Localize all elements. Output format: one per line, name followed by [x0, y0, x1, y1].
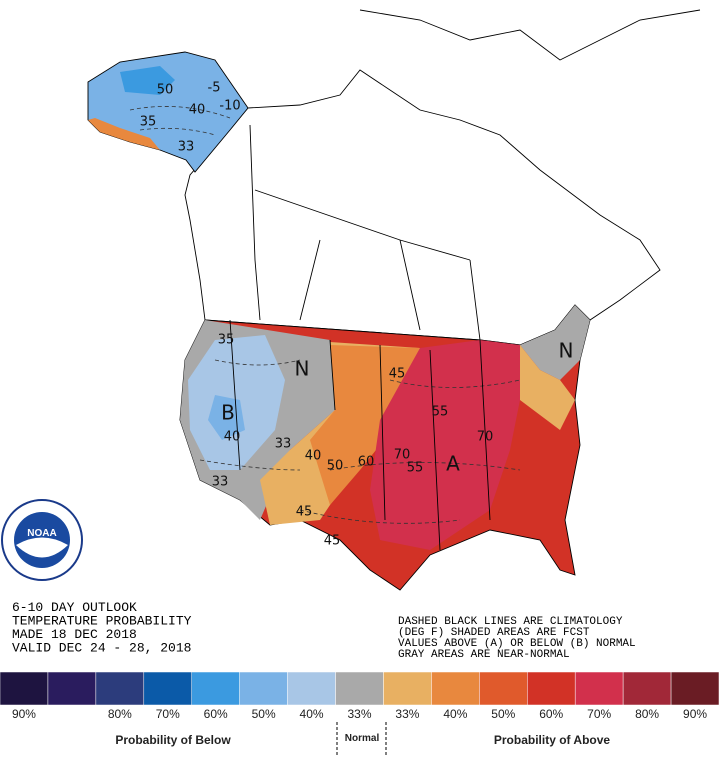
outlook-line: 6-10 DAY OUTLOOK	[12, 600, 137, 615]
contour-label: 55	[407, 461, 424, 476]
legend-label: 60%	[204, 707, 228, 721]
climatology-lines	[129, 106, 521, 524]
central-above-strong	[370, 340, 540, 550]
contour-label: -10	[219, 99, 240, 114]
legend-swatch	[574, 671, 624, 706]
outlook-line: VALID DEC 24 - 28, 2018	[12, 641, 191, 656]
map	[87, 9, 701, 591]
alaska-below-strong	[120, 66, 175, 95]
legend-swatch	[143, 671, 192, 706]
legend-swatch	[47, 671, 97, 706]
contour-label: 45	[296, 505, 313, 520]
midatlantic-above	[520, 345, 575, 430]
notes-text: DASHED BLACK LINES ARE CLIMATOLOGY(DEG F…	[398, 616, 636, 661]
contour-label: 70	[394, 448, 411, 463]
contour-label: 50	[157, 83, 174, 98]
note-line: (DEG F) SHADED AREAS ARE FCST	[398, 627, 590, 639]
contour-label: 70	[477, 430, 494, 445]
plains-above	[310, 345, 420, 505]
legend: 90% 80% 70% 60% 50% 40% 33% 33% 40% 50% 60% 70% 80% 9…	[0, 671, 719, 721]
legend-swatch	[670, 671, 719, 706]
contour-label: 55	[432, 405, 449, 420]
noaa-logo: NOAA	[1, 499, 83, 581]
legend-swatch	[287, 671, 336, 706]
legend-label: 33%	[347, 707, 371, 721]
legend-label: 33%	[395, 707, 419, 721]
legend-label: 90%	[12, 707, 36, 721]
note-line: VALUES ABOVE (A) OR BELOW (B) NORMAL	[398, 638, 636, 650]
category-letter: N	[295, 357, 310, 381]
legend-swatch	[335, 671, 384, 706]
legend-swatch	[383, 671, 432, 706]
state-lines	[229, 319, 491, 551]
province-lines	[249, 9, 701, 341]
contour-label: 50	[327, 459, 344, 474]
contour-label: 40	[189, 103, 206, 118]
legend-normal-title: Normal	[345, 733, 380, 744]
legend-label: 50%	[491, 707, 515, 721]
category-letter: B	[221, 401, 235, 425]
note-line: GRAY AREAS ARE NEAR-NORMAL	[398, 649, 570, 661]
legend-above-title: Probability of Above	[494, 733, 611, 747]
contour-label: 33	[212, 475, 229, 490]
legend-below-title: Probability of Below	[115, 733, 231, 747]
legend-swatch	[239, 671, 288, 706]
alaska-above	[88, 118, 160, 150]
legend-swatch	[95, 671, 145, 706]
legend-swatch	[527, 671, 576, 706]
contour-label: 45	[324, 534, 341, 549]
logo-gull	[16, 537, 68, 558]
legend-swatch	[622, 671, 672, 706]
contour-label: 33	[178, 140, 195, 155]
northeast-normal	[520, 305, 590, 380]
map-labels: 50 40 -5 -10 35 33 35 N B 40 33 33 40 50…	[140, 81, 574, 549]
outlook-line: TEMPERATURE PROBABILITY	[12, 614, 192, 629]
category-letter: A	[446, 452, 460, 476]
contour-label: 33	[275, 437, 292, 452]
contour-label: -5	[208, 81, 221, 96]
legend-label: 70%	[156, 707, 180, 721]
legend-swatch	[0, 671, 49, 706]
note-line: DASHED BLACK LINES ARE CLIMATOLOGY	[398, 616, 623, 628]
contour-label: 40	[305, 449, 322, 464]
legend-swatch	[431, 671, 480, 706]
logo-text: NOAA	[27, 528, 56, 539]
legend-label: 60%	[539, 707, 563, 721]
legend-label: 50%	[252, 707, 276, 721]
contour-label: 60	[358, 455, 375, 470]
category-letter: N	[559, 339, 574, 363]
contour-label: 45	[389, 367, 406, 382]
legend-label: 40%	[443, 707, 467, 721]
legend-label: 80%	[108, 707, 132, 721]
contour-label: 35	[218, 333, 235, 348]
canada-outline	[184, 69, 661, 346]
legend-swatch	[191, 671, 240, 706]
legend-label: 70%	[587, 707, 611, 721]
contour-label: 40	[224, 430, 241, 445]
legend-label: 90%	[683, 707, 707, 721]
outlook-line: MADE 18 DEC 2018	[12, 627, 137, 642]
contour-label: 35	[140, 115, 157, 130]
legend-label: 40%	[300, 707, 324, 721]
legend-swatch	[479, 671, 528, 706]
legend-label: 80%	[635, 707, 659, 721]
